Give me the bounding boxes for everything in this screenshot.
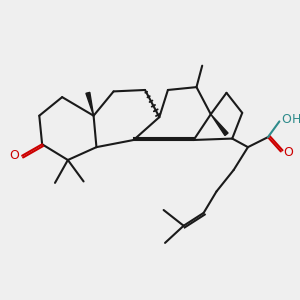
Text: H: H	[292, 113, 300, 127]
Polygon shape	[86, 92, 94, 116]
Text: O: O	[9, 149, 19, 162]
Polygon shape	[211, 114, 228, 136]
Text: O: O	[283, 146, 293, 159]
Text: O: O	[282, 113, 292, 127]
